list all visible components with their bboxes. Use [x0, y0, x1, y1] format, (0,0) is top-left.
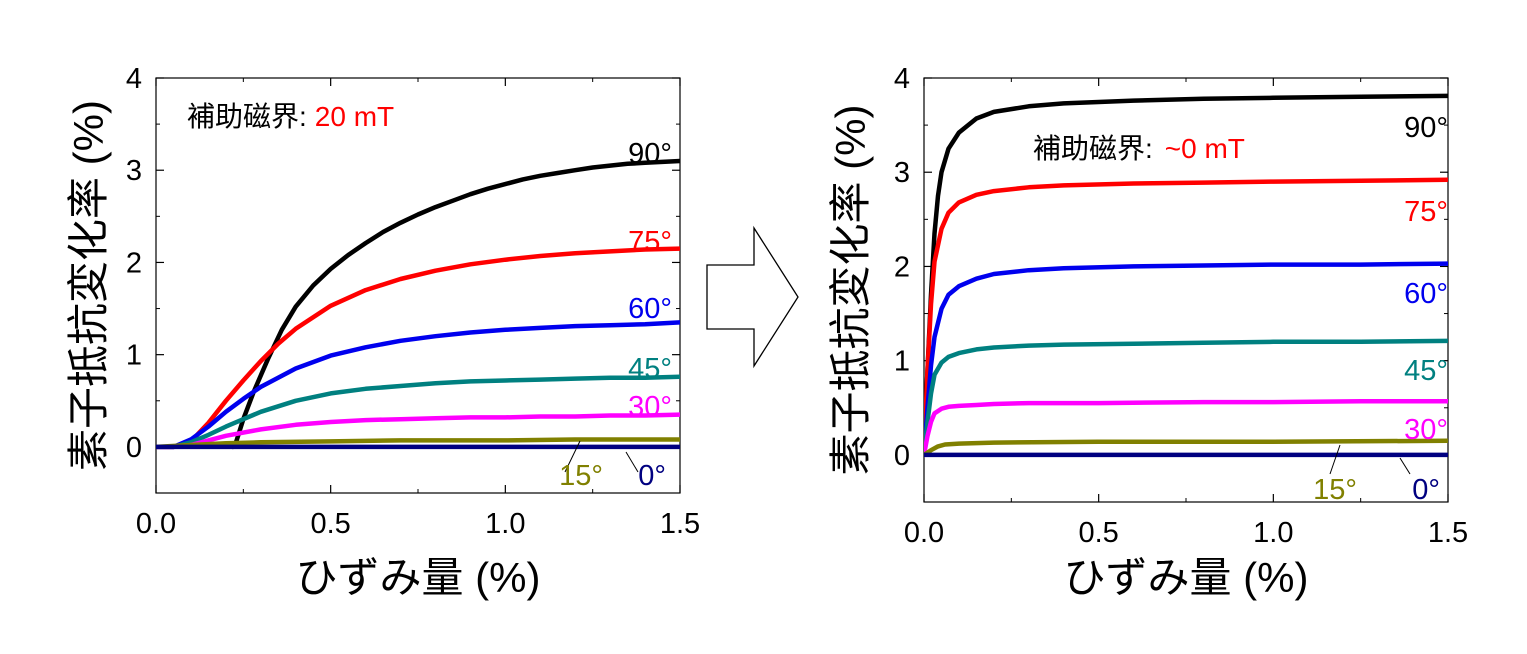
arrow-icon [706, 225, 799, 369]
left-series-group [156, 158, 680, 450]
right-annotation-label: 補助磁界: [1033, 133, 1153, 164]
right-series-line-1 [924, 177, 1448, 458]
left-y-tick-label: 1 [126, 340, 142, 372]
left-chart: 0.0 0.5 1.0 1.5 0 1 2 3 4 ひずみ量 (%) 素子抵抗変化率 (%) 90° 7… [65, 63, 700, 601]
right-x-tick-label: 1.0 [1253, 517, 1293, 549]
right-y-tick-label: 2 [894, 251, 910, 283]
right-annotation-value: ~0 mT [1165, 133, 1245, 164]
left-y-axis-title: 素子抵抗変化率 (%) [65, 100, 112, 471]
left-series-line-5 [156, 437, 680, 450]
left-series-label-3: 45° [628, 353, 672, 385]
left-y-tick-label: 2 [126, 247, 142, 279]
right-series-label-6: 0° [1412, 474, 1440, 506]
left-series-label-1: 75° [628, 226, 672, 258]
right-series-line-3 [924, 338, 1448, 458]
right-y-tick-label: 0 [894, 440, 910, 472]
right-chart: 0.0 0.5 1.0 1.5 0 1 2 3 4 ひずみ量 (%) 素子抵抗変化率 (%) 90° 7… [827, 63, 1468, 601]
left-y-tick-label: 4 [126, 63, 142, 95]
right-series-line-4 [924, 398, 1448, 458]
right-series-label-5: 15° [1313, 474, 1357, 506]
right-series-label-3: 45° [1404, 355, 1448, 387]
left-x-tick-label: 1.5 [660, 508, 700, 540]
right-series-line-0 [924, 93, 1448, 458]
left-series-label-6: 0° [638, 460, 666, 492]
right-x-tick-label: 0.0 [904, 517, 944, 549]
left-annotation-value: 20 mT [315, 101, 394, 132]
left-x-axis-title: ひずみ量 (%) [296, 554, 541, 601]
left-series-line-3 [156, 374, 680, 450]
left-x-tick-label: 0.0 [136, 508, 176, 540]
left-annotation: 補助磁界: 20 mT [187, 101, 394, 132]
right-series-line-5 [924, 438, 1448, 458]
left-series-line-1 [156, 246, 680, 450]
left-series-line-4 [156, 412, 680, 450]
right-series-leader-6 [1399, 457, 1411, 475]
left-series-label-4: 30° [628, 391, 672, 423]
left-y-tick-label: 3 [126, 155, 142, 187]
right-y-axis-title: 素子抵抗変化率 (%) [827, 105, 874, 476]
right-y-tick-label: 1 [894, 346, 910, 378]
left-series-label-5: 15° [559, 460, 603, 492]
right-series-label-1: 75° [1404, 196, 1448, 228]
left-series-line-0 [230, 158, 680, 450]
right-x-axis-title: ひずみ量 (%) [1064, 554, 1309, 601]
right-y-tick-label: 4 [894, 63, 910, 95]
left-x-tick-label: 0.5 [311, 508, 351, 540]
right-series-line-2 [924, 261, 1448, 458]
right-series-label-4: 30° [1404, 414, 1448, 446]
right-x-tick-label: 0.5 [1079, 517, 1119, 549]
left-series-label-2: 60° [628, 293, 672, 325]
left-series-label-0: 90° [628, 138, 672, 170]
left-y-tick-label: 0 [126, 432, 142, 464]
right-series-label-2: 60° [1404, 278, 1448, 310]
arrow-shape [706, 225, 799, 369]
right-series-leader-5 [1329, 444, 1341, 475]
right-annotation: 補助磁界: ~0 mT [1033, 133, 1245, 164]
left-series-leader-5 [564, 440, 581, 473]
right-x-tick-label: 1.5 [1428, 517, 1468, 549]
right-y-tick-label: 3 [894, 157, 910, 189]
left-plot-frame [155, 77, 681, 494]
right-series-group [924, 93, 1448, 458]
right-series-label-0: 90° [1404, 112, 1448, 144]
left-annotation-label: 補助磁界: [187, 101, 307, 132]
left-x-tick-label: 1.0 [485, 508, 525, 540]
left-series-leader-6 [625, 451, 639, 473]
left-series-line-2 [156, 320, 680, 450]
